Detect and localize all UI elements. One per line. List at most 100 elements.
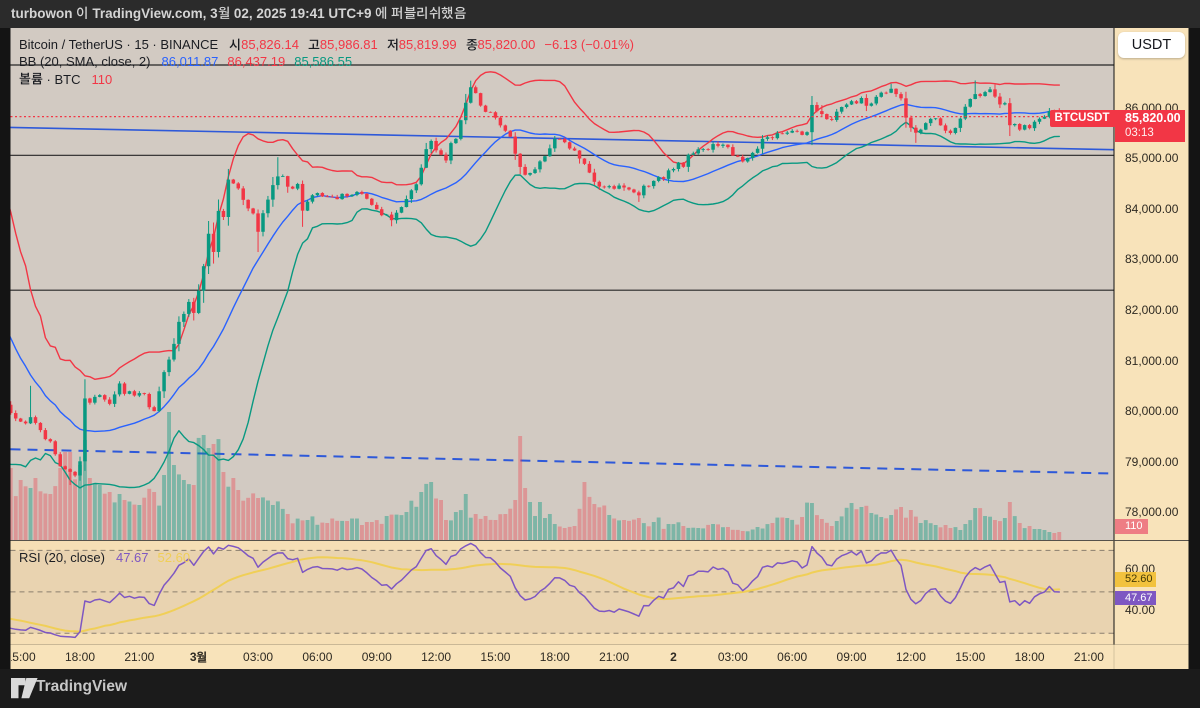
candle-body — [1037, 118, 1042, 122]
volume-bar — [117, 494, 122, 540]
candle-body — [330, 196, 334, 198]
volume-bar — [933, 525, 938, 540]
volume-bar — [325, 523, 330, 540]
candle-body — [553, 138, 557, 149]
volume-bar — [884, 518, 889, 540]
main-pane[interactable] — [0, 64, 1114, 540]
volume-bar — [181, 480, 186, 540]
volume-bar — [854, 509, 859, 540]
volume-bar — [266, 500, 270, 540]
candle-body — [295, 183, 300, 189]
volume-bar — [236, 490, 241, 540]
candle-body — [221, 210, 226, 217]
candle-body — [478, 93, 483, 106]
candle-body — [73, 471, 77, 476]
candle-body — [998, 96, 1002, 105]
volume-bar — [953, 527, 958, 540]
candle-body — [172, 343, 176, 360]
price-axis-label: 79,000.00 — [1125, 454, 1179, 469]
candle-body — [731, 147, 735, 156]
rsi-pane[interactable] — [0, 542, 1114, 639]
candle-body — [449, 143, 453, 161]
volume-bar — [612, 518, 617, 540]
volume-bar — [226, 486, 231, 540]
candle-body — [721, 144, 725, 146]
volume-bar — [523, 488, 528, 540]
candle-body — [320, 193, 325, 197]
candle-body — [107, 399, 112, 404]
volume-bar — [646, 526, 651, 540]
candle-body — [523, 166, 527, 175]
candle-body — [365, 193, 369, 199]
candle-body — [879, 92, 883, 97]
candle-body — [790, 130, 794, 133]
candle-body — [182, 313, 186, 322]
volume-bar — [157, 505, 162, 540]
candle-body — [147, 393, 151, 408]
candle-body — [805, 132, 809, 135]
volume-bar — [38, 491, 43, 540]
candle-body — [285, 176, 290, 187]
candle-body — [394, 212, 399, 221]
footer-bar: TradingView — [0, 669, 1200, 708]
candle-body — [958, 118, 963, 128]
volume-bar — [730, 529, 735, 540]
candle-body — [192, 301, 196, 313]
candle-body — [315, 193, 320, 196]
volume-bar — [206, 448, 211, 540]
candle-body — [127, 391, 132, 394]
volume-bar — [320, 522, 325, 540]
volume-bar — [958, 530, 963, 540]
volume-bar — [246, 497, 251, 540]
volume-bar — [18, 480, 23, 540]
candle-body — [716, 144, 720, 146]
volume-bar — [468, 517, 473, 540]
volume-bar — [498, 514, 503, 540]
candle-body — [350, 194, 354, 197]
volume-bar — [602, 505, 607, 540]
candle-body — [726, 144, 730, 148]
volume-bar — [186, 484, 191, 540]
candle-body — [750, 152, 755, 159]
footer-brand-text[interactable]: TradingView — [36, 678, 128, 695]
volume-bar — [270, 505, 275, 540]
candle-body — [379, 209, 384, 216]
volume-bar — [894, 509, 898, 540]
volume-bar — [607, 515, 612, 540]
chart-canvas[interactable] — [0, 28, 1200, 669]
candle-body — [1047, 111, 1052, 117]
candle-body — [889, 88, 893, 93]
candle-body — [968, 98, 972, 107]
volume-value-badge: 110 — [1114, 519, 1148, 534]
candle-body — [305, 201, 310, 211]
volume-bar — [330, 518, 335, 540]
candle-body — [518, 153, 522, 167]
volume-badge-text: 110 — [1125, 520, 1143, 532]
volume-bar — [839, 516, 844, 540]
tradingview-logo-icon[interactable] — [11, 678, 38, 699]
volume-bar — [834, 521, 839, 540]
volume-bar — [795, 524, 800, 540]
bb-basis-line — [10, 103, 1061, 433]
volume-bar — [740, 531, 745, 540]
candle-body — [251, 208, 255, 214]
candle-body — [498, 117, 503, 126]
volume-bar — [750, 529, 755, 540]
volume-bar — [488, 519, 493, 540]
volume-bar — [1002, 518, 1007, 540]
volume-bar — [676, 522, 681, 540]
candle-body — [464, 102, 468, 121]
candle-body — [1017, 124, 1022, 130]
candle-body — [834, 111, 839, 120]
currency-label: USDT — [1131, 37, 1172, 53]
volume-bar — [10, 468, 13, 540]
volume-bar — [23, 486, 28, 540]
currency-toggle-button[interactable]: USDT — [1118, 32, 1185, 58]
volume-bar — [721, 527, 725, 540]
volume-bar — [1037, 529, 1042, 540]
candle-body — [983, 92, 987, 97]
candle-body — [434, 140, 438, 151]
price-axis-label: 82,000.00 — [1125, 302, 1179, 317]
candle-body — [310, 195, 315, 202]
volume-bar — [988, 516, 992, 540]
